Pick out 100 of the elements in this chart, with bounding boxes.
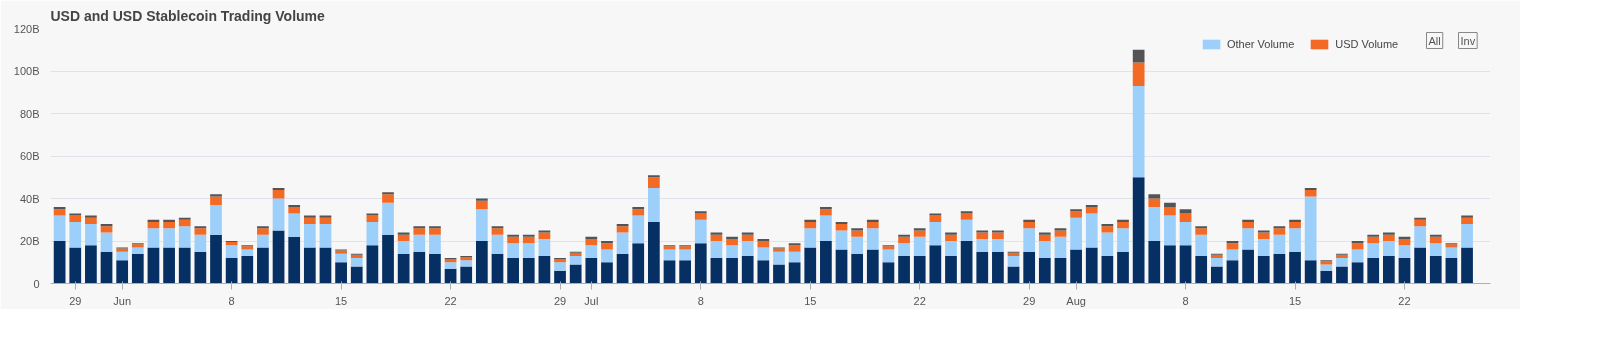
- bar: [569, 255, 582, 265]
- bar: [1085, 207, 1098, 214]
- bar: [507, 234, 519, 237]
- bar: [1257, 238, 1270, 256]
- bar: [507, 236, 519, 244]
- bar: [1289, 221, 1301, 229]
- x-tick-label: 8: [228, 294, 235, 307]
- bar: [1461, 215, 1473, 218]
- bar: [335, 262, 347, 284]
- bar: [397, 234, 410, 241]
- bar: [1117, 251, 1129, 284]
- bar: [1273, 253, 1286, 284]
- bar: [1242, 228, 1254, 250]
- bar: [1304, 190, 1317, 197]
- bar: [1336, 258, 1348, 267]
- bar: [1195, 255, 1208, 284]
- bar: [1038, 241, 1051, 258]
- bar: [1195, 234, 1208, 256]
- bar: [976, 232, 989, 239]
- bar: [585, 245, 598, 258]
- bar: [319, 247, 332, 284]
- bar: [616, 232, 629, 254]
- bar: [366, 213, 379, 216]
- bar: [1038, 258, 1051, 284]
- bar: [1117, 219, 1129, 222]
- x-tick-label: 15: [334, 294, 348, 307]
- bar: [1179, 213, 1192, 222]
- bar: [210, 194, 222, 197]
- legend-label: Other Volume: [1227, 38, 1295, 50]
- x-tick-label: 22: [1398, 294, 1411, 307]
- bar: [85, 245, 97, 284]
- bar: [241, 249, 254, 256]
- bar: [85, 215, 97, 218]
- bar: [163, 219, 175, 222]
- bar: [804, 247, 817, 284]
- bar: [366, 245, 379, 284]
- bar: [522, 258, 535, 284]
- bar: [757, 260, 770, 284]
- bar: [491, 228, 504, 235]
- bar: [1398, 245, 1411, 258]
- bar: [1351, 243, 1364, 250]
- bar: [257, 226, 269, 229]
- bar: [53, 241, 66, 284]
- bar: [992, 230, 1004, 233]
- bar: [225, 258, 238, 284]
- bar: [1132, 177, 1145, 284]
- bar: [898, 243, 910, 256]
- bar: [663, 260, 676, 284]
- bar: [257, 247, 269, 284]
- bar: [194, 228, 207, 235]
- bar: [1101, 255, 1114, 284]
- bar: [632, 215, 645, 244]
- bar: [1054, 258, 1067, 284]
- y-tick-label: 100B: [13, 65, 40, 77]
- bar: [960, 241, 973, 284]
- bar: [475, 241, 488, 284]
- bar: [929, 221, 942, 246]
- bar: [992, 238, 1004, 252]
- bar: [1164, 245, 1176, 284]
- x-tick-label: Jun: [113, 294, 132, 307]
- bar: [100, 232, 113, 252]
- bar: [1132, 49, 1145, 63]
- bar: [820, 215, 832, 241]
- bar: [601, 243, 613, 250]
- bar: [350, 266, 363, 284]
- bar: [194, 251, 207, 284]
- bar: [694, 219, 707, 244]
- bar: [616, 226, 629, 233]
- bar: [1023, 251, 1036, 284]
- bar: [1101, 226, 1114, 233]
- bar: [100, 226, 113, 233]
- bar: [163, 228, 175, 248]
- bar: [1289, 219, 1301, 222]
- bar: [929, 245, 942, 284]
- bar: [429, 226, 441, 229]
- bar: [1148, 198, 1161, 207]
- bar: [1164, 215, 1176, 246]
- annotation: Inv: [1460, 34, 1476, 47]
- bar: [1038, 234, 1051, 241]
- bar: [1382, 234, 1395, 241]
- bar: [1429, 236, 1442, 244]
- bar: [554, 270, 566, 284]
- bar: [53, 215, 66, 241]
- bar: [1257, 230, 1270, 233]
- bar: [726, 238, 738, 246]
- bar: [694, 243, 707, 284]
- bar: [491, 253, 504, 284]
- bar: [1461, 224, 1473, 248]
- bar: [1382, 241, 1395, 256]
- bar: [1148, 207, 1161, 241]
- bar: [913, 230, 926, 237]
- bar: [272, 198, 285, 231]
- bar: [1085, 247, 1098, 284]
- bar: [960, 213, 973, 220]
- bar: [1117, 221, 1129, 229]
- bar: [1382, 232, 1395, 235]
- bar: [820, 241, 832, 284]
- bar: [397, 253, 410, 284]
- bar: [741, 255, 754, 284]
- bar: [69, 247, 82, 284]
